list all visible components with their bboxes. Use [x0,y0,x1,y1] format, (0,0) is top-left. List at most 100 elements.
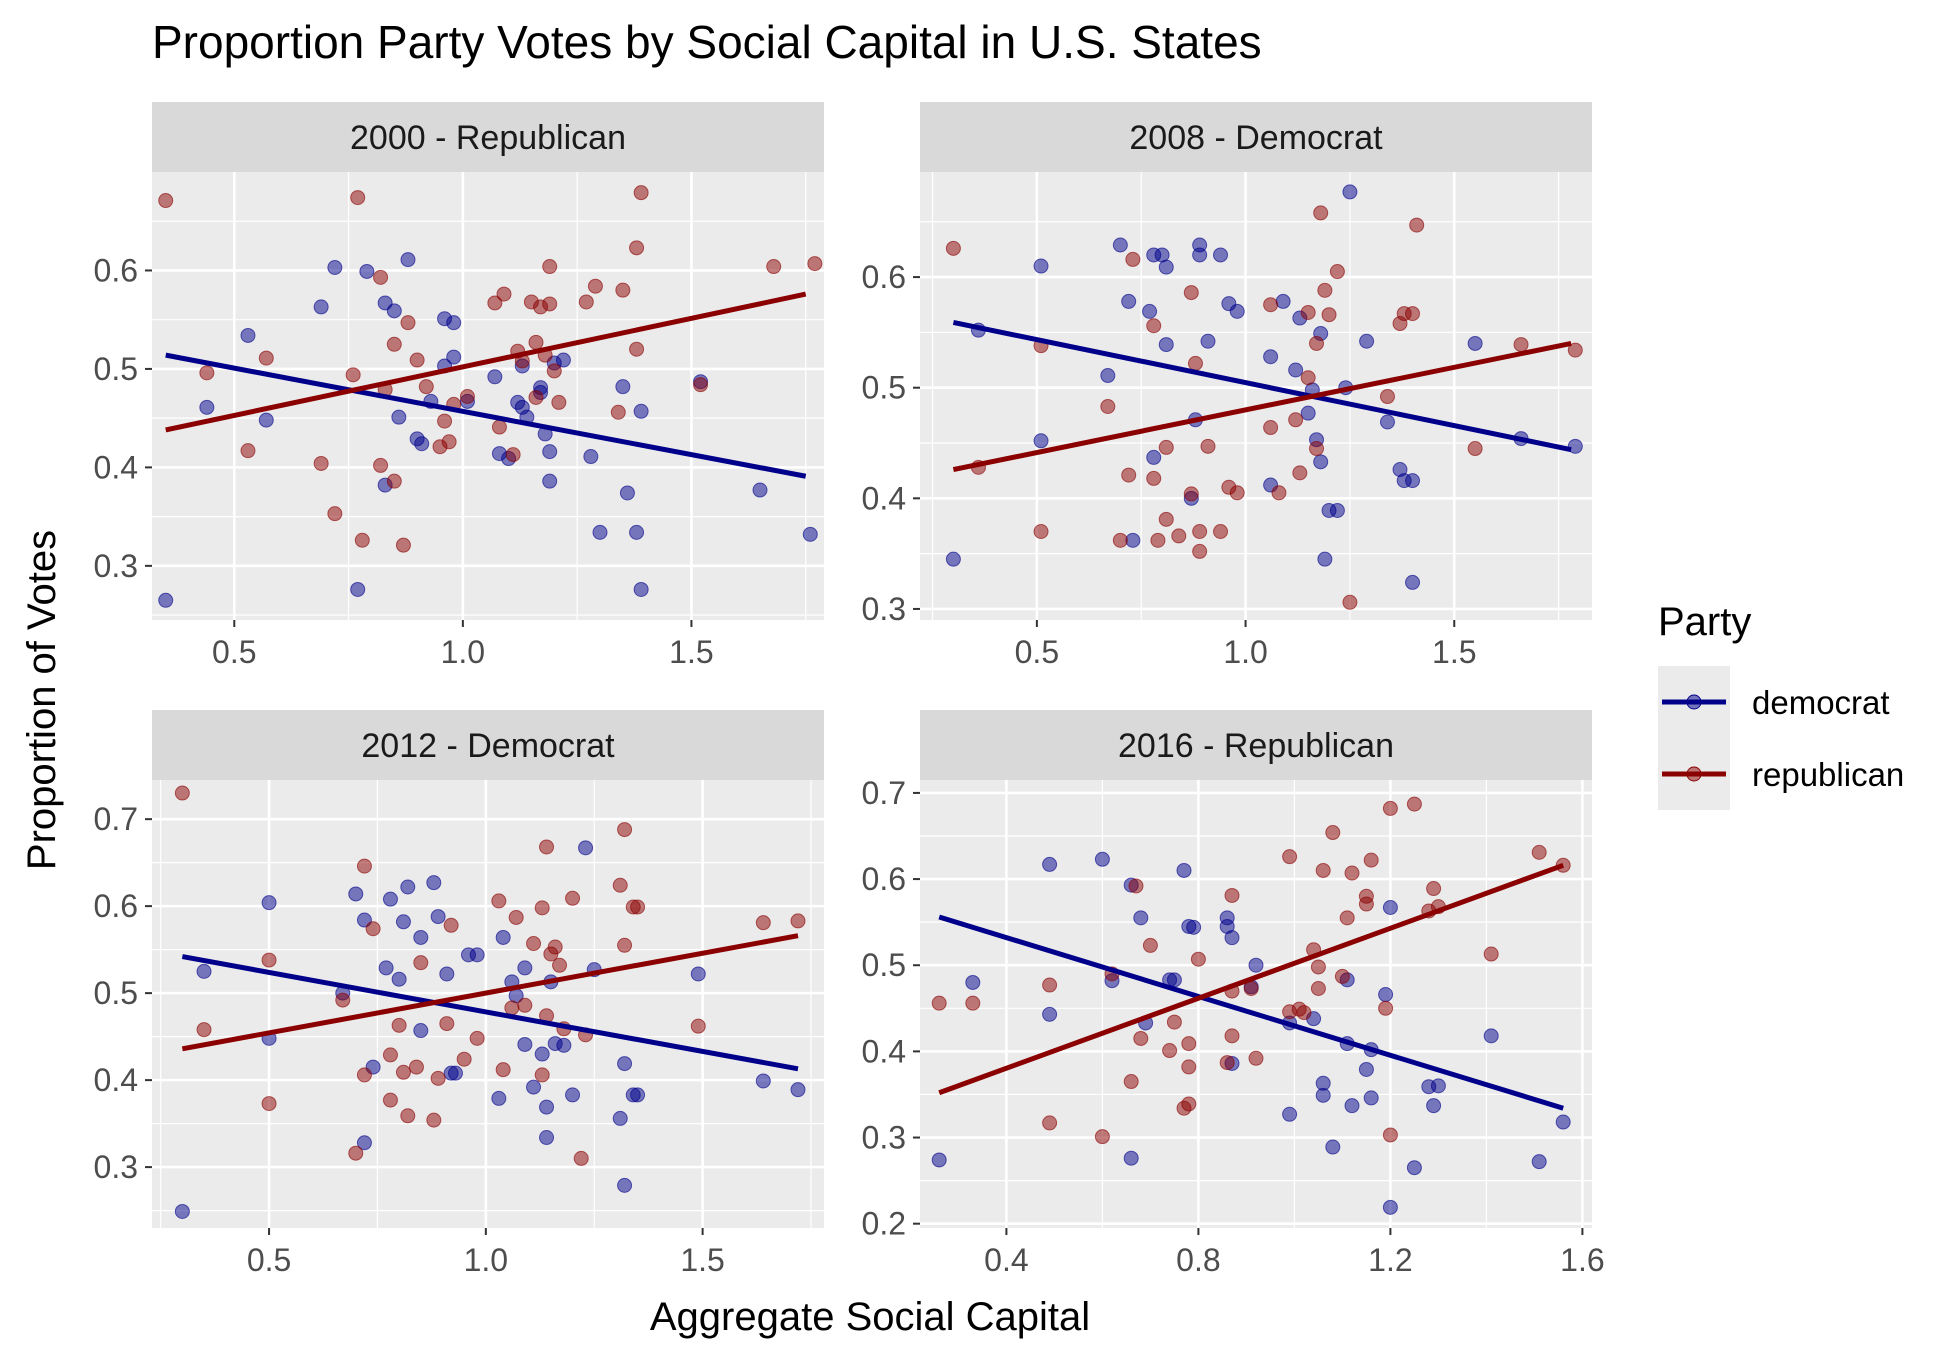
panel-background [920,172,1592,620]
democrat-point [469,947,485,963]
republican-point [1363,852,1379,868]
republican-point [1467,441,1483,457]
republican-point [1300,370,1316,386]
republican-point [1409,217,1425,233]
democrat-fit-line [181,954,799,1072]
republican-point [350,190,366,206]
democrat-point [395,914,411,930]
democrat-point [261,895,277,911]
facet-strip [920,710,1592,780]
republican-point [174,785,190,801]
republican-point [373,457,389,473]
republican-point [386,473,402,489]
democrat-point [1263,349,1279,365]
republican-point [495,1062,511,1078]
democrat-point [565,1087,581,1103]
democrat-point [1133,910,1149,926]
facet-strip [152,102,824,172]
democrat-point [1467,335,1483,351]
democrat-point [386,303,402,319]
republican-point [261,1096,277,1112]
democrat-point [426,875,442,891]
democrat-point [1224,930,1240,946]
republican-point [629,240,645,256]
democrat-point [413,929,429,945]
democrat-point [1123,1150,1139,1166]
republican-point [1309,441,1325,457]
republican-point [196,1022,212,1038]
republican-point [539,839,555,855]
democrat-point [495,929,511,945]
republican-point [1224,887,1240,903]
republican-point [790,913,806,929]
democrat-point [258,412,274,428]
republican-point [1288,412,1304,428]
democrat-point [592,524,608,540]
republican-point [356,1067,372,1083]
republican-point [534,900,550,916]
republican-point [356,858,372,874]
republican-point [505,447,521,463]
y-axis-title: Proportion of Votes [20,530,64,870]
republican-point [373,269,389,285]
democrat-point [1342,184,1358,200]
republican-point [617,822,633,838]
republican-point [945,240,961,256]
republican-point [382,1092,398,1108]
democrat-point [542,444,558,460]
republican-point [552,957,568,973]
republican-point [1406,796,1422,812]
republican-point [1121,467,1137,483]
x-tick-label: 1.5 [669,634,713,670]
republican-point [1292,465,1308,481]
x-tick-label: 1.2 [1368,1242,1412,1278]
democrat-point [539,1130,555,1146]
republican-point [313,455,329,471]
y-tick-label: 0.5 [862,947,906,983]
democrat-point [752,482,768,498]
republican-point [565,890,581,906]
democrat-point [348,886,364,902]
democrat-point [690,966,706,982]
democrat-point [1426,1098,1442,1114]
democrat-point [1483,1028,1499,1044]
democrat-point [612,1110,628,1126]
republican-point [261,952,277,968]
republican-point [199,365,215,381]
republican-point [491,419,507,435]
republican-point [1243,980,1259,996]
republican-point [418,379,434,395]
legend-label: republican [1752,756,1904,793]
y-tick-label: 0.5 [94,351,138,387]
republican-point [578,294,594,310]
republican-point [1263,297,1279,313]
democrat-point [556,1037,572,1053]
republican-point [1125,251,1141,267]
republican-point [1229,485,1245,501]
democrat-fit-line [938,914,1564,1111]
republican-point [1146,318,1162,334]
republican-point [1150,532,1166,548]
republican-point [1190,951,1206,967]
republican-point [1162,1043,1178,1059]
republican-point [1310,980,1326,996]
facet-strip-label: 2012 - Democrat [361,727,615,765]
republican-point [965,995,981,1011]
republican-point [1158,511,1174,527]
republican-point [1192,543,1208,559]
y-tick-label: 0.3 [94,1149,138,1185]
democrat-point [1121,293,1137,309]
democrat-point [526,1079,542,1095]
democrat-point [1100,368,1116,384]
democrat-point [391,409,407,425]
facet-strip [920,102,1592,172]
facet-strip-label: 2016 - Republican [1118,727,1394,765]
republican-point [1483,946,1499,962]
democrat-point [240,327,256,343]
y-tick-label: 0.6 [94,888,138,924]
democrat-point [1315,1087,1331,1103]
republican-point [348,1145,364,1161]
republican-point [1213,524,1229,540]
republican-point [354,532,370,548]
